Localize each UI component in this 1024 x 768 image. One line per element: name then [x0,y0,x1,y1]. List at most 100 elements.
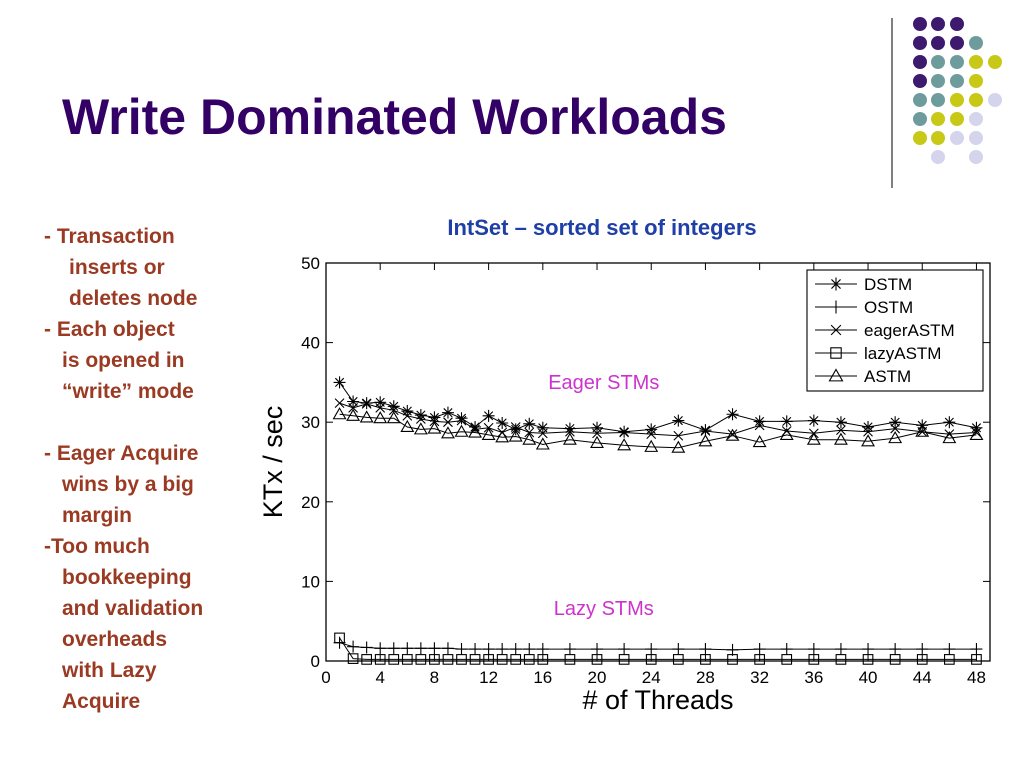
data-point [780,415,793,428]
data-point [401,642,414,655]
plot-frame [325,262,991,662]
data-point [861,434,875,447]
bullet-list: - Transaction inserts or deletes node - … [44,221,259,717]
bullet-item: - Each object [44,318,175,341]
data-point [456,654,467,665]
x-axis-label: # of Threads [582,685,733,715]
data-point [361,654,373,665]
series-astm [332,407,984,453]
data-point [673,430,684,441]
data-point [672,643,685,656]
data-point [916,643,929,656]
decorative-dot [950,131,964,145]
data-point [373,411,388,424]
data-point [591,643,604,656]
chart-annotation: Lazy STMs [554,598,654,620]
data-point [361,399,372,409]
data-point [644,439,659,452]
bullet-gap [44,407,259,438]
data-point [889,416,902,429]
decorative-dot [969,150,983,164]
bullet-line: wins by a big [62,473,194,496]
data-point [455,412,468,425]
data-point [360,397,373,410]
data-point [807,414,820,427]
data-point [468,425,483,438]
data-point [332,407,347,420]
data-point [889,654,901,665]
data-point [970,643,983,656]
data-point [496,654,508,665]
decorative-dot [931,55,945,69]
data-point [509,643,522,656]
data-point [564,654,576,665]
x-tick-label: 28 [696,668,715,687]
data-point [671,440,686,453]
throughput-chart: IntSet – sorted set of integers010203040… [258,215,991,715]
data-point [387,642,400,655]
legend-item: OSTM [815,298,913,317]
decorative-dot [931,112,945,126]
decorative-dot [931,150,945,164]
x-tick-label: 32 [750,668,769,687]
y-axis-label: KTx / sec [258,406,288,519]
data-point [455,643,468,656]
data-point [726,408,739,421]
data-point [889,643,902,656]
data-point [443,417,453,428]
data-point [754,420,765,431]
series-lazyastm [334,632,982,665]
legend: DSTM OSTM eagerASTM lazyASTM ASTM [806,269,984,392]
data-point [943,643,956,656]
data-point [890,423,901,434]
x-tick-label: 24 [642,668,661,687]
decorative-dot [969,131,983,145]
decorative-dot [931,17,945,31]
data-point [780,643,793,656]
chart-title: IntSet – sorted set of integers [447,215,756,240]
x-tick-label: 12 [479,668,498,687]
decorative-dot [988,55,1002,69]
decorative-dot [913,17,927,31]
data-point [727,429,738,440]
data-point [834,643,847,656]
data-point [469,643,482,656]
data-point [415,414,426,424]
data-point [483,654,494,665]
data-point [645,643,658,656]
data-point [618,425,631,438]
data-point [483,422,494,433]
data-point [699,424,712,437]
y-tick-label: 10 [301,572,320,591]
x-tick-label: 48 [967,668,986,687]
data-point [591,421,604,434]
data-point [915,424,930,437]
data-point [508,429,523,442]
data-point [672,654,684,665]
bullet-line: Acquire [62,690,141,713]
data-point [456,415,467,426]
legend-label: DSTM [864,275,912,294]
data-point [481,427,496,440]
data-point [510,654,522,665]
y-tick-label: 0 [311,652,320,671]
data-point [428,411,441,424]
bullet-line: margin [62,504,133,527]
series-line [339,413,977,449]
bullet-item: - Transaction [44,225,175,248]
decorative-dot-grid [913,17,1002,164]
title-divider [891,18,893,188]
legend-marker [830,324,842,336]
data-point [374,642,387,655]
data-point [402,410,413,421]
data-point [779,427,794,440]
data-point [510,422,521,432]
x-tick-label: 40 [859,668,878,687]
data-point [427,421,442,434]
bullet-line: is opened in [62,349,185,372]
data-point [348,402,358,413]
data-point [495,430,510,443]
data-point [469,654,481,665]
data-point [565,426,575,437]
legend-marker [829,277,843,291]
